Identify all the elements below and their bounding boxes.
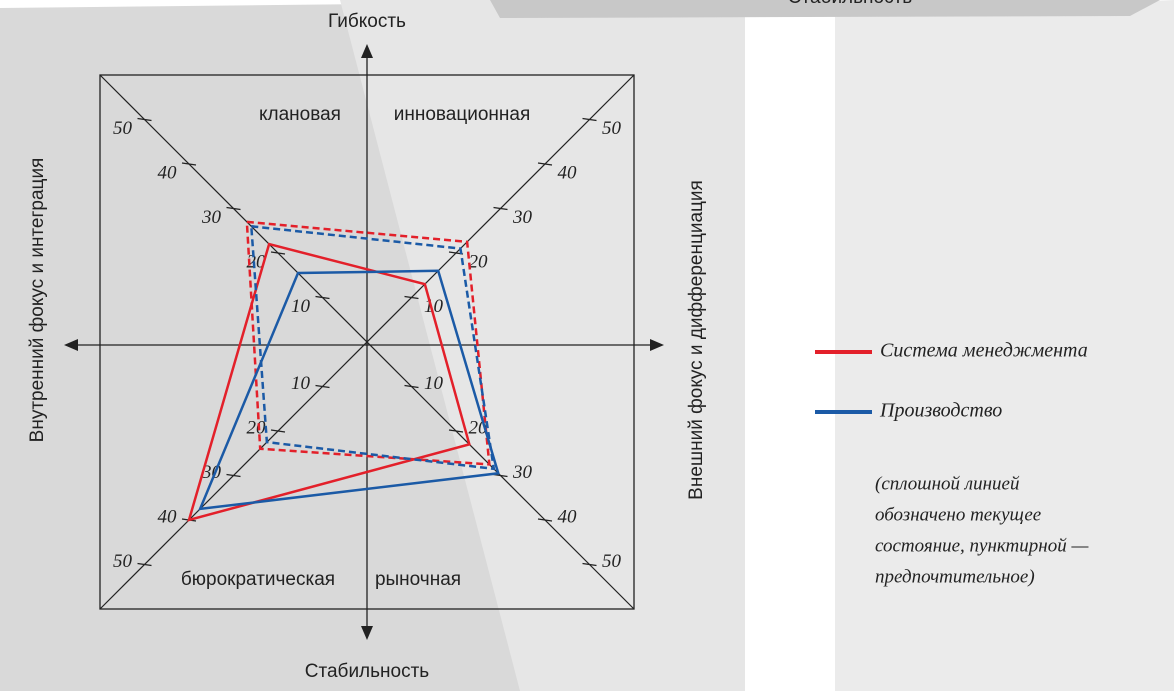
axis-top: Гибкость [328,11,406,32]
tick-label: 50 [113,551,133,572]
tick-label: 10 [291,296,311,317]
tick-label: 30 [512,207,533,228]
quadrant-label: клановая [259,104,341,125]
top-caption: Стабильность [788,0,913,8]
tick-label: 20 [469,251,489,272]
tick-label: 50 [113,118,133,139]
note-line: предпочтительное) [875,566,1035,587]
tick-label: 10 [291,373,311,394]
quadrant-label: инновационная [394,104,531,125]
tick-label: 20 [247,417,267,438]
tick-label: 30 [512,462,533,483]
tick-label: 40 [158,162,178,183]
legend-label: Производство [879,400,1002,422]
tick-label: 10 [424,373,444,394]
axis-left: Внутренний фокус и интеграция [27,158,48,443]
tick-label: 30 [201,207,222,228]
tick-label: 40 [158,506,178,527]
note-line: состояние, пунктирной — [875,535,1088,556]
tick-label: 50 [602,118,622,139]
tick-label: 50 [602,551,622,572]
axis-right: Внешний фокус и дифференциация [686,180,707,500]
tick-label: 40 [558,506,578,527]
quadrant-label: бюрократическая [181,569,335,590]
legend-label: Система менеджмента [880,340,1088,362]
quadrant-label: рыночная [375,569,461,590]
axis-bottom: Стабильность [305,661,430,682]
tick-label: 40 [558,162,578,183]
chart: Стабильность Гибкость Стабильность Внутр… [0,0,1174,691]
note-line: (сплошной линией [875,473,1020,494]
note-line: обозначено текущее [875,504,1041,525]
page: Стабильность Гибкость Стабильность Внутр… [0,0,1174,691]
